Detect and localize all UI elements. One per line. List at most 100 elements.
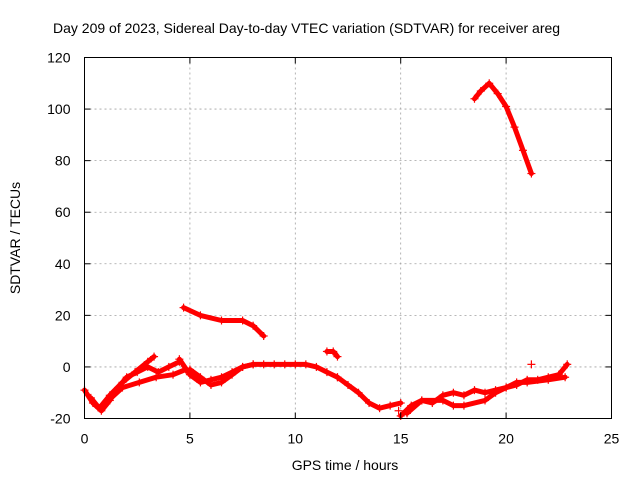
data-point bbox=[493, 89, 502, 98]
series-line bbox=[472, 80, 534, 176]
x-tick-labels: 0 5 10 15 20 25 bbox=[81, 431, 620, 447]
series-arc-11 bbox=[470, 79, 536, 178]
plot-frame bbox=[84, 57, 612, 419]
data-point bbox=[544, 375, 553, 384]
data-point bbox=[344, 380, 352, 389]
chart-title: Day 209 of 2023, Sidereal Day-to-day VTE… bbox=[53, 20, 560, 36]
data-point bbox=[470, 386, 479, 395]
data-point bbox=[403, 409, 412, 418]
data-point bbox=[386, 401, 395, 410]
y-tick-label: 100 bbox=[47, 101, 71, 117]
x-tick-label: 10 bbox=[288, 431, 304, 447]
y-tick-label: 0 bbox=[63, 359, 71, 375]
series-arc-10 bbox=[403, 373, 570, 418]
data-point bbox=[449, 388, 458, 397]
data-point bbox=[396, 399, 405, 408]
data-point bbox=[312, 362, 321, 371]
data-point bbox=[217, 378, 226, 387]
data-point bbox=[86, 393, 95, 402]
data-point bbox=[449, 401, 458, 410]
x-tick-label: 5 bbox=[186, 431, 194, 447]
data-point bbox=[481, 396, 490, 405]
data-point bbox=[417, 396, 426, 405]
data-point bbox=[301, 360, 310, 369]
y-tick-label: 20 bbox=[55, 307, 71, 323]
data-point bbox=[169, 370, 178, 379]
data-point bbox=[196, 373, 205, 382]
data-point bbox=[470, 94, 479, 103]
y-axis-label: SDTVAR / TECUs bbox=[7, 182, 23, 294]
data-point bbox=[485, 79, 494, 88]
data-point bbox=[561, 373, 570, 382]
series-arc-8 bbox=[333, 373, 405, 413]
x-tick-label: 15 bbox=[393, 431, 409, 447]
y-tick-label: 120 bbox=[47, 50, 71, 66]
data-point bbox=[228, 370, 237, 379]
series-line bbox=[404, 374, 568, 416]
series-line bbox=[181, 305, 267, 339]
y-tick-label: 60 bbox=[55, 204, 71, 220]
data-point bbox=[481, 388, 490, 397]
data-point bbox=[152, 373, 161, 382]
data-point bbox=[143, 357, 152, 366]
data-point bbox=[270, 360, 279, 369]
data-point bbox=[217, 316, 226, 325]
data-point bbox=[491, 388, 500, 397]
data-point bbox=[196, 311, 205, 320]
data-point bbox=[527, 360, 536, 369]
y-tick-label: 80 bbox=[55, 153, 71, 169]
data-point bbox=[512, 378, 521, 387]
data-point bbox=[365, 399, 374, 408]
data-point bbox=[249, 321, 258, 330]
series-line bbox=[324, 349, 340, 360]
axis-ticks bbox=[84, 57, 612, 419]
series-arc-2 bbox=[86, 352, 159, 413]
data-point bbox=[354, 388, 363, 397]
y-tick-label: -20 bbox=[50, 411, 70, 427]
data-point bbox=[150, 352, 159, 361]
data-point bbox=[238, 316, 247, 325]
data-point bbox=[179, 303, 188, 312]
grid-lines bbox=[84, 57, 612, 419]
data-series bbox=[80, 79, 572, 420]
series-line bbox=[103, 367, 189, 406]
data-point bbox=[333, 373, 342, 382]
data-point bbox=[291, 360, 300, 369]
data-point bbox=[375, 404, 384, 413]
data-point bbox=[175, 355, 184, 364]
data-point bbox=[563, 360, 572, 369]
series-isolated bbox=[394, 360, 536, 415]
data-point bbox=[502, 102, 511, 111]
data-point bbox=[527, 169, 536, 178]
x-tick-label: 20 bbox=[498, 431, 514, 447]
series-line bbox=[398, 361, 570, 419]
data-point bbox=[523, 378, 532, 387]
series-arc-9 bbox=[396, 360, 572, 420]
data-point bbox=[185, 365, 194, 374]
data-point bbox=[476, 87, 485, 96]
data-point bbox=[502, 383, 511, 392]
y-tick-labels: -20 0 20 40 60 80 100 120 bbox=[47, 50, 71, 427]
series-arc-5 bbox=[185, 360, 258, 389]
data-point bbox=[438, 396, 447, 405]
data-point bbox=[322, 368, 331, 377]
data-point bbox=[164, 362, 173, 371]
data-point bbox=[206, 380, 215, 389]
data-point bbox=[329, 347, 338, 356]
data-point bbox=[259, 360, 268, 369]
data-point bbox=[135, 378, 144, 387]
data-point bbox=[333, 352, 342, 361]
data-point bbox=[249, 360, 258, 369]
x-axis-label: GPS time / hours bbox=[292, 457, 399, 473]
data-point bbox=[459, 401, 468, 410]
data-point bbox=[95, 404, 104, 413]
data-point bbox=[280, 360, 289, 369]
data-point bbox=[518, 146, 527, 155]
data-point bbox=[118, 383, 127, 392]
data-point bbox=[510, 123, 519, 132]
data-point bbox=[259, 331, 268, 340]
x-tick-label: 25 bbox=[604, 431, 620, 447]
data-point bbox=[459, 391, 468, 400]
series-arc-3 bbox=[101, 365, 190, 408]
